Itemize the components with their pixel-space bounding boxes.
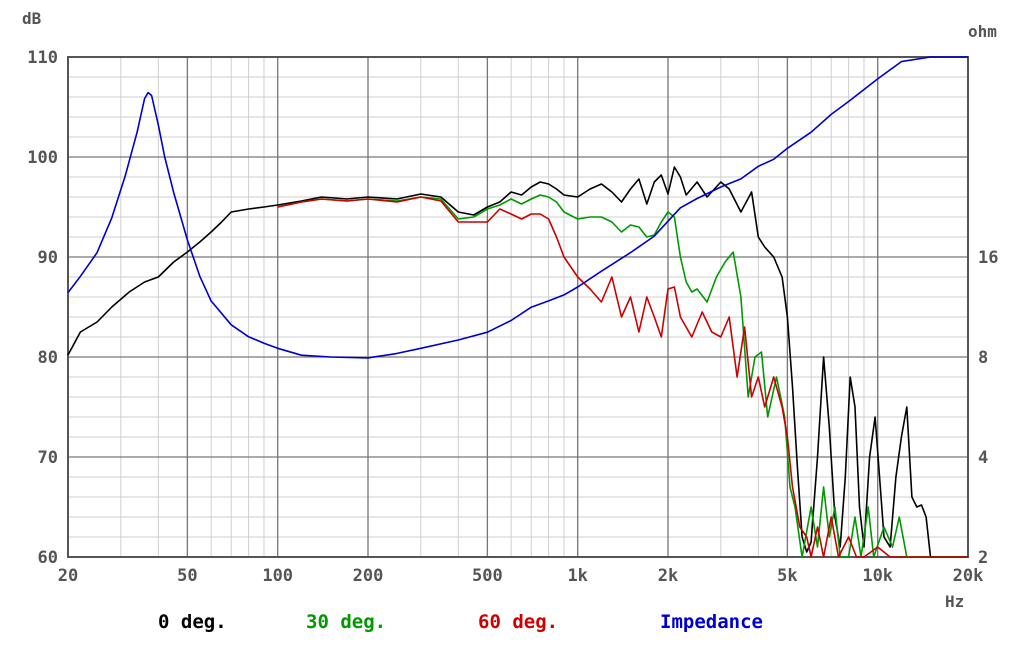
y-tick-label: 60	[38, 548, 58, 568]
y-axis-label: dB	[22, 9, 42, 28]
x-tick-label: 20k	[953, 566, 984, 586]
y-tick-labels: 60 70 80 90 100 110	[27, 48, 58, 568]
x-tick-label: 10k	[862, 566, 893, 586]
series-line-30-deg	[277, 194, 968, 558]
legend-entry: 0 deg.	[158, 611, 227, 633]
x-tick-label: 5k	[777, 566, 797, 586]
legend-entry: Impedance	[660, 611, 763, 633]
x-tick-label: 200	[353, 566, 384, 586]
x-tick-label: 1k	[567, 566, 587, 586]
legend-entry: 30 deg.	[306, 611, 386, 633]
y2-tick-label: 8	[978, 348, 988, 368]
plot-frame	[67, 56, 969, 558]
series-line-60-deg	[277, 196, 968, 558]
y2-axis-label: ohm	[968, 22, 997, 41]
x-tick-label: 2k	[658, 566, 678, 586]
y-tick-label: 100	[27, 148, 58, 168]
x-tick-label: 500	[472, 566, 503, 586]
y-tick-label: 90	[38, 248, 58, 268]
x-tick-label: 20	[58, 566, 78, 586]
x-tick-labels: 20 50 100 200 500 1k 2k 5k 10k 20k	[58, 566, 984, 586]
y-tick-label: 70	[38, 448, 58, 468]
y2-tick-label: 2	[978, 548, 988, 568]
x-tick-label: 50	[177, 566, 197, 586]
y-tick-label: 110	[27, 48, 58, 68]
series-line-impedance	[67, 56, 968, 359]
y2-tick-labels: 2 4 8 16	[978, 248, 998, 568]
y-tick-label: 80	[38, 348, 58, 368]
series-lines	[67, 56, 968, 558]
y2-tick-label: 4	[978, 448, 988, 468]
y2-tick-label: 16	[978, 248, 998, 268]
series-line-0-deg	[67, 166, 968, 558]
x-axis-label: Hz	[945, 592, 964, 611]
legend-entry: 60 deg.	[478, 611, 558, 633]
x-tick-label: 100	[262, 566, 293, 586]
legend: 0 deg. 30 deg. 60 deg. Impedance	[158, 611, 763, 633]
